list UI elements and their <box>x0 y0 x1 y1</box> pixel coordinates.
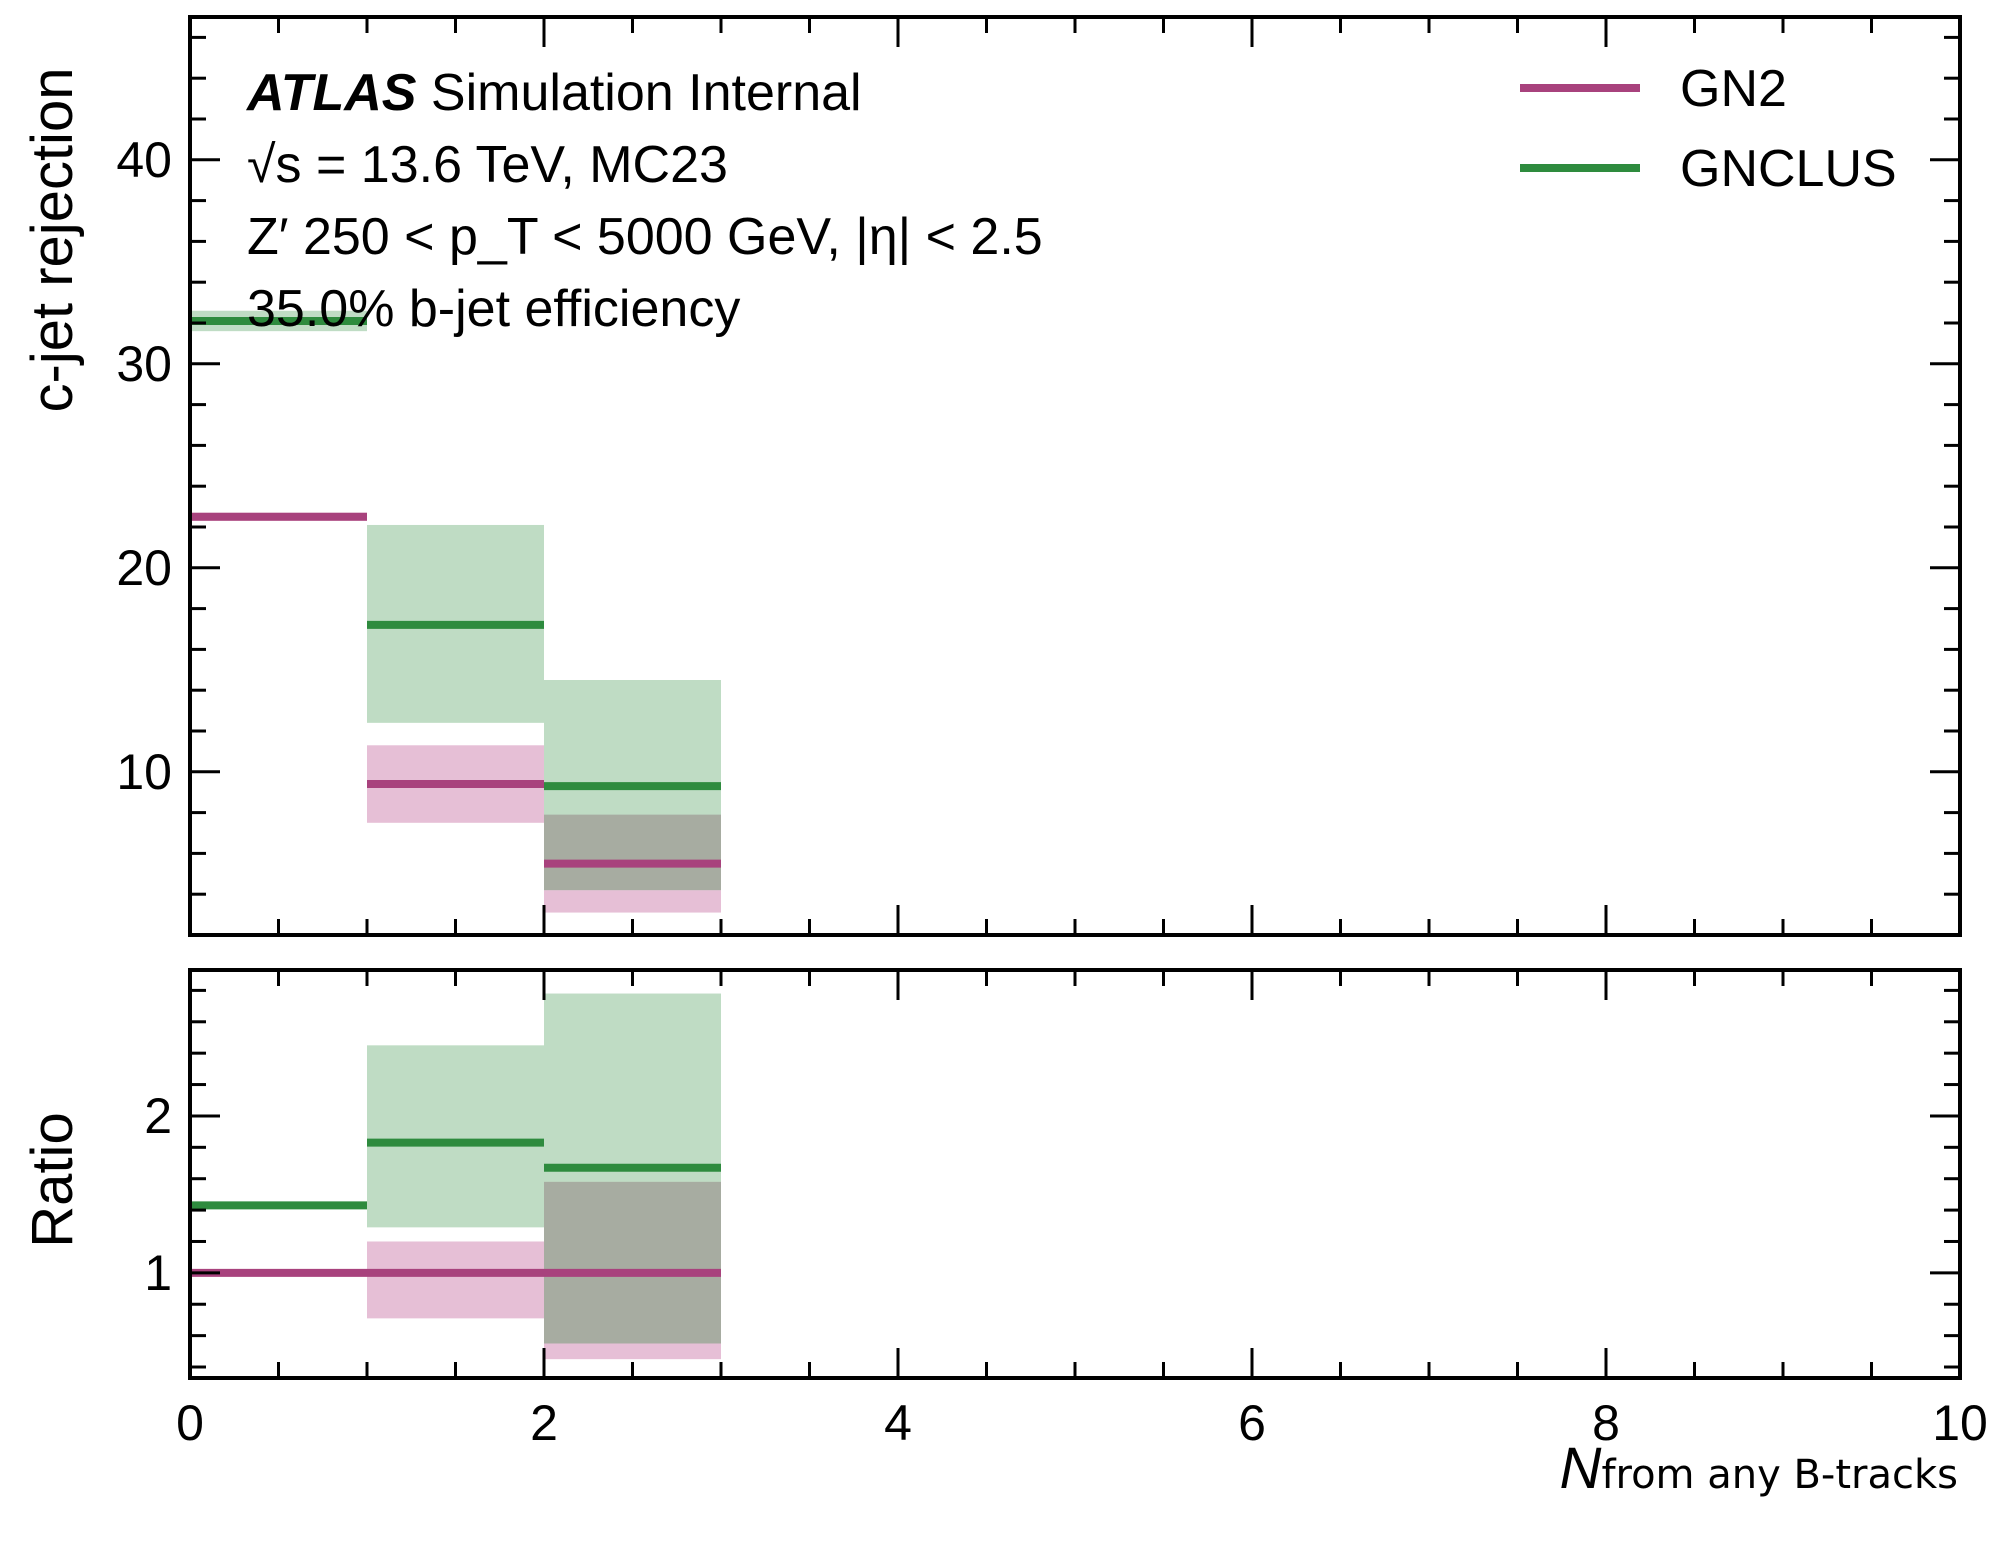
x-tick-label: 2 <box>530 1395 558 1451</box>
legend-label-gnclus: GNCLUS <box>1680 140 1897 198</box>
main-step-lines <box>190 316 721 868</box>
atlas-rest-label: Simulation Internal <box>416 64 861 122</box>
y-axis-title-main: c-jet rejection <box>20 68 85 413</box>
overlap-error-band <box>544 814 721 891</box>
y-tick-label: 40 <box>116 132 172 188</box>
annotation-atlas: ATLAS Simulation Internal <box>245 64 862 122</box>
y-tick-label: 30 <box>116 336 172 392</box>
x-axis-title-sub: from any B-tracks <box>1601 1452 1958 1498</box>
annotation-energy: √s = 13.6 TeV, MC23 <box>247 136 728 194</box>
x-tick-label: 8 <box>1592 1395 1620 1451</box>
overlap-error-band <box>544 1181 721 1344</box>
y-tick-label: 1 <box>144 1245 172 1301</box>
annotation-efficiency: 35.0% b-jet efficiency <box>247 280 740 338</box>
x-axis-title: Nfrom any B-tracks <box>1560 1436 1958 1501</box>
legend-label-gn2: GN2 <box>1680 60 1787 118</box>
legend: GN2 GNCLUS <box>1520 60 1897 198</box>
y-tick-label: 20 <box>116 540 172 596</box>
x-tick-label: 4 <box>884 1395 912 1451</box>
y-axis-title-ratio: Ratio <box>20 1112 85 1247</box>
main-error-bands <box>190 310 721 913</box>
y-tick-label: 2 <box>144 1088 172 1144</box>
main-panel-frame <box>188 15 1962 937</box>
ratio-error-bands <box>190 993 721 1360</box>
atlas-label: ATLAS <box>245 64 417 122</box>
x-tick-label: 10 <box>1932 1395 1988 1451</box>
x-axis-title-main: N <box>1560 1436 1602 1501</box>
ratio-panel-frame <box>188 968 1962 1380</box>
gn2-error-band <box>367 1241 544 1319</box>
gnclus-error-band <box>367 1045 544 1228</box>
y-tick-label: 10 <box>116 744 172 800</box>
annotation-kinematics: Z′ 250 < p_T < 5000 GeV, |η| < 2.5 <box>247 208 1043 266</box>
x-tick-label: 0 <box>176 1395 204 1451</box>
x-tick-label: 6 <box>1238 1395 1266 1451</box>
